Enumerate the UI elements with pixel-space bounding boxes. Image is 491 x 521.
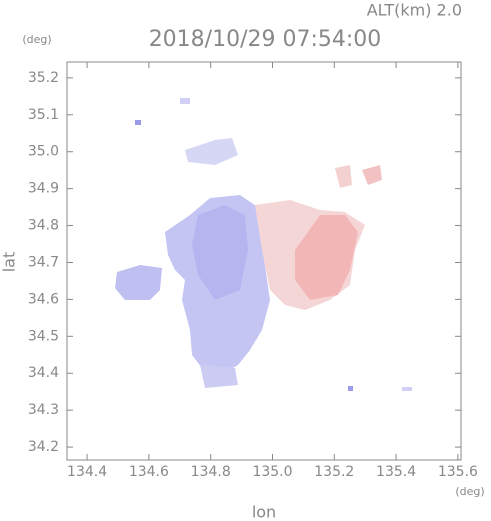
outbound-area — [335, 165, 352, 188]
inbound-area — [200, 365, 238, 388]
x-unit: (deg) — [455, 485, 484, 498]
inbound-speck — [348, 386, 353, 391]
outbound-core — [295, 215, 358, 300]
x-tick-label: 134.6 — [129, 464, 169, 480]
y-tick-label: 34.2 — [28, 439, 59, 455]
inbound-core — [192, 205, 248, 300]
x-tick-label: 135.0 — [252, 464, 292, 480]
y-tick-label: 34.7 — [28, 254, 59, 270]
x-tick-label: 135.6 — [438, 464, 478, 480]
chart-title: 2018/10/29 07:54:00 — [149, 27, 382, 52]
x-tick-label: 135.4 — [376, 464, 416, 480]
inbound-speck — [402, 387, 412, 391]
x-tick-label: 134.8 — [191, 464, 231, 480]
inbound-speck — [180, 98, 190, 104]
y-tick-label: 35.0 — [28, 144, 59, 160]
inbound-speck — [135, 120, 141, 125]
chart-subtitle: ALT(km) 2.0 — [367, 1, 462, 20]
x-tick-label: 134.4 — [67, 464, 107, 480]
plot-frame — [66, 61, 462, 461]
inbound-area — [185, 138, 238, 165]
y-tick-label: 35.2 — [28, 70, 59, 86]
inbound-area — [115, 265, 162, 300]
velocity-field — [115, 98, 412, 391]
x-tick-label: 135.2 — [314, 464, 354, 480]
outbound-area — [362, 165, 382, 185]
x-axis-label: lon — [252, 503, 276, 521]
y-tick-label: 34.9 — [28, 181, 59, 197]
y-tick-label: 34.4 — [28, 365, 59, 381]
y-tick-label: 34.8 — [28, 218, 59, 234]
y-tick-label: 34.3 — [28, 402, 59, 418]
y-axis-label: lat — [0, 252, 19, 273]
y-unit: (deg) — [22, 33, 51, 46]
y-tick-label: 35.1 — [28, 107, 59, 123]
y-tick-label: 34.5 — [28, 328, 59, 344]
y-tick-label: 34.6 — [28, 291, 59, 307]
